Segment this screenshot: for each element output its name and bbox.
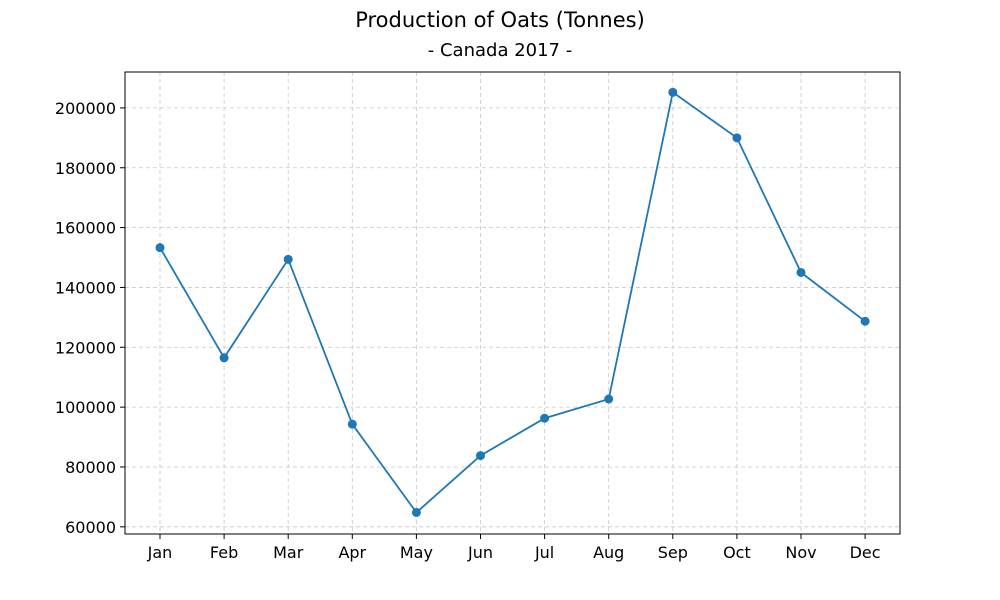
x-tick-label: Jul xyxy=(534,543,554,562)
data-points xyxy=(155,87,870,517)
series-line xyxy=(159,90,866,514)
y-axis: 60000 80000 100000 120000 140000 160000 180000… xyxy=(55,99,125,537)
y-tick-label: 140000 xyxy=(55,278,116,297)
x-axis: Jan Feb Mar Apr May Jun Jul Aug Sep Oct Nov Dec xyxy=(147,534,881,562)
y-tick-label: 120000 xyxy=(55,338,116,357)
x-tick-label: Mar xyxy=(273,543,304,562)
x-tick-label: Sep xyxy=(658,543,688,562)
data-point xyxy=(347,419,357,429)
y-tick-label: 200000 xyxy=(55,99,116,118)
data-point xyxy=(155,243,165,253)
x-tick-label: Aug xyxy=(593,543,624,562)
x-tick-label: May xyxy=(400,543,433,562)
data-point xyxy=(540,413,550,423)
x-tick-label: Apr xyxy=(338,543,366,562)
x-tick-label: Jan xyxy=(147,543,173,562)
data-point xyxy=(476,451,485,461)
y-tick-label: 160000 xyxy=(55,219,116,238)
y-tick-label: 80000 xyxy=(65,458,116,477)
data-point xyxy=(796,267,806,277)
x-tick-label: Feb xyxy=(210,543,238,562)
chart-subtitle: - Canada 2017 - xyxy=(427,40,573,61)
data-point xyxy=(860,316,870,326)
x-tick-label: Dec xyxy=(850,543,881,562)
data-point xyxy=(411,507,421,517)
x-tick-label: Oct xyxy=(723,543,751,562)
series-line-group xyxy=(159,90,866,514)
x-tick-label: Nov xyxy=(785,543,816,562)
grid-lines xyxy=(125,72,900,534)
y-tick-label: 100000 xyxy=(55,398,116,417)
data-point xyxy=(219,353,229,363)
x-tick-label: Jun xyxy=(467,543,493,562)
data-point xyxy=(668,87,678,97)
y-tick-label: 180000 xyxy=(55,159,116,178)
data-point xyxy=(732,133,742,143)
chart-title: Production of Oats (Tonnes) xyxy=(355,8,645,32)
data-point xyxy=(604,394,614,404)
data-point xyxy=(283,254,293,264)
plot-area-frame xyxy=(124,71,901,535)
y-tick-label: 60000 xyxy=(65,518,116,537)
